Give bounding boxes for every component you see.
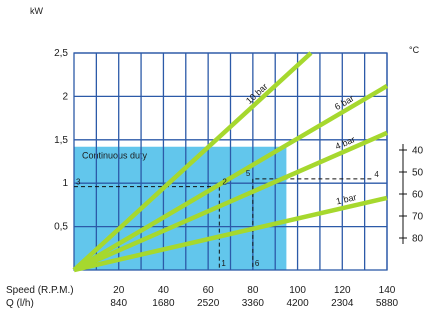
temperature-tick-label: 70 [412, 212, 424, 223]
flow-tick-label: 4200 [286, 298, 309, 309]
y-unit-label: kW [30, 6, 44, 16]
temperature-tick-label: 80 [412, 234, 424, 245]
flow-tick-label: 2304 [331, 298, 354, 309]
flow-tick-label: 5880 [376, 298, 399, 309]
temp-unit-label: °C [409, 45, 420, 55]
reference-point-label: 2 [222, 178, 227, 187]
y-tick-label: 2,5 [54, 48, 68, 59]
flow-axis-label: Q (l/h) [6, 298, 34, 309]
y-tick-label: 1 [62, 178, 68, 189]
reference-point-label: 3 [76, 178, 81, 187]
reference-point-label: 4 [374, 170, 379, 179]
series-line [73, 195, 388, 273]
speed-tick-label: 100 [289, 285, 306, 296]
speed-tick-label: 60 [203, 285, 215, 296]
temperature-tick-label: 60 [412, 190, 424, 201]
temperature-tick-label: 40 [412, 146, 424, 157]
series-line [72, 51, 313, 272]
reference-point-label: 6 [255, 259, 260, 268]
flow-tick-label: 2520 [197, 298, 220, 309]
reference-point-label: 5 [246, 169, 251, 178]
y-tick-label: 2 [62, 91, 68, 102]
flow-tick-label: 1680 [152, 298, 175, 309]
flow-tick-label: 840 [110, 298, 127, 309]
y-tick-label: 1,5 [54, 135, 68, 146]
temperature-tick-label: 50 [412, 168, 424, 179]
speed-axis-label: Speed (R.P.M.) [6, 285, 74, 296]
speed-tick-label: 20 [113, 285, 125, 296]
series-line [72, 84, 389, 272]
reference-point-label: 1 [221, 259, 226, 268]
flow-tick-label: 3360 [242, 298, 265, 309]
y-tick-label: 0,5 [54, 222, 68, 233]
continuous-duty-label: Continuous duty [82, 151, 148, 161]
series-line [73, 130, 388, 273]
series-label: 1 bar [335, 192, 357, 206]
speed-tick-label: 120 [334, 285, 351, 296]
speed-tick-label: 40 [158, 285, 170, 296]
speed-tick-label: 80 [247, 285, 259, 296]
speed-tick-label: 140 [379, 285, 396, 296]
plot-frame [73, 52, 388, 271]
